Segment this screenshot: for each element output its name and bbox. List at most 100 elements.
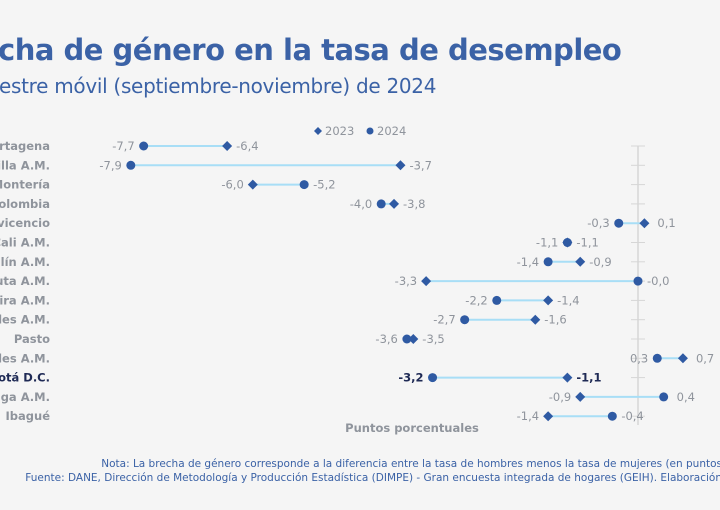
marker-2023 bbox=[575, 256, 586, 267]
marker-2023 bbox=[530, 314, 541, 325]
marker-2023 bbox=[247, 179, 258, 190]
legend-label-2023: 2023 bbox=[325, 124, 354, 138]
source-text: Fuente: DANE, Dirección de Metodología y… bbox=[25, 472, 720, 484]
value-label-2023: -1,1 bbox=[576, 371, 601, 385]
category-label: Ibagué bbox=[6, 409, 51, 423]
marker-2024 bbox=[659, 392, 669, 402]
category-label: des A.M. bbox=[0, 313, 50, 327]
chart-row: artagena -6,4 -7,7 bbox=[0, 139, 259, 153]
note-text: Nota: La brecha de género corresponde a … bbox=[101, 458, 720, 470]
legend-label-2024: 2024 bbox=[377, 124, 406, 138]
marker-2024 bbox=[299, 180, 309, 190]
value-label-2023: -6,0 bbox=[221, 178, 243, 192]
category-label: Colombia bbox=[0, 197, 50, 211]
marker-2024 bbox=[460, 315, 470, 325]
category-label: otá D.C. bbox=[0, 371, 50, 385]
category-label: artagena bbox=[0, 139, 50, 153]
value-label-2023: -3,3 bbox=[395, 274, 417, 288]
marker-2023 bbox=[543, 295, 554, 306]
marker-2024 bbox=[402, 334, 412, 344]
value-label-2023: -1,1 bbox=[536, 236, 558, 250]
marker-2024 bbox=[428, 373, 438, 383]
marker-2023 bbox=[639, 218, 650, 229]
marker-2023 bbox=[222, 141, 233, 151]
value-label-2024: -2,7 bbox=[433, 313, 455, 327]
chart-row: Colombia -3,8 -4,0 bbox=[0, 197, 425, 211]
value-label-2024: -7,7 bbox=[112, 139, 134, 153]
marker-2024 bbox=[633, 276, 643, 286]
chart-row: illa A.M. -3,7 -7,9 bbox=[0, 158, 432, 172]
chart-row: Cali A.M. -1,1 -1,1 bbox=[0, 236, 599, 250]
category-label: eira A.M. bbox=[0, 293, 50, 307]
chart-row: vicencio 0,1 -0,3 bbox=[0, 216, 676, 230]
chart-row: otá D.C. -1,1 -3,2 bbox=[0, 371, 602, 385]
value-label-2024: -3,2 bbox=[398, 371, 423, 385]
category-label: illa A.M. bbox=[0, 158, 50, 172]
value-label-2024: -0,0 bbox=[647, 274, 669, 288]
marker-2023 bbox=[395, 160, 406, 171]
value-label-2024: -7,9 bbox=[99, 158, 121, 172]
chart-rows: artagena -6,4 -7,7 illa A.M. -3,7 -7,9 Monterí… bbox=[0, 139, 714, 423]
value-label-2024: -4,0 bbox=[350, 197, 372, 211]
category-label: llín A.M. bbox=[0, 255, 50, 269]
marker-2023 bbox=[389, 198, 400, 209]
category-label: les A.M. bbox=[0, 351, 50, 365]
value-label-2023: -3,8 bbox=[403, 197, 425, 211]
value-label-2023: -3,5 bbox=[422, 332, 444, 346]
value-label-2024: -2,2 bbox=[465, 293, 487, 307]
category-label: nga A.M. bbox=[0, 390, 50, 404]
marker-2024 bbox=[492, 295, 502, 305]
chart-row: uta A.M. -3,3 -0,0 bbox=[0, 274, 669, 288]
value-label-2023: -1,6 bbox=[544, 313, 566, 327]
value-label-2023: 0,7 bbox=[696, 351, 714, 365]
marker-2023 bbox=[408, 334, 419, 344]
legend-circle-icon bbox=[366, 127, 374, 135]
chart-row: eira A.M. -1,4 -2,2 bbox=[0, 293, 580, 307]
value-label-2023: -1,4 bbox=[557, 293, 579, 307]
value-label-2023: -0,9 bbox=[589, 255, 611, 269]
value-label-2024: -3,6 bbox=[375, 332, 397, 346]
category-label: Montería bbox=[0, 178, 50, 192]
marker-2024 bbox=[614, 218, 624, 228]
marker-2024 bbox=[126, 160, 136, 170]
chart-row: Pasto -3,5 -3,6 bbox=[14, 332, 445, 346]
marker-2024 bbox=[376, 199, 386, 209]
marker-2024 bbox=[139, 141, 149, 151]
value-label-2024: 0,4 bbox=[677, 390, 695, 404]
value-label-2024: -1,4 bbox=[517, 255, 539, 269]
category-label: Cali A.M. bbox=[0, 236, 50, 250]
marker-2024 bbox=[652, 353, 662, 363]
value-label-2023: -0,9 bbox=[549, 390, 571, 404]
chart-row: des A.M. -1,6 -2,7 bbox=[0, 313, 567, 327]
category-label: uta A.M. bbox=[0, 274, 50, 288]
value-label-2023: 0,1 bbox=[657, 216, 675, 230]
value-label-2023: -6,4 bbox=[236, 139, 258, 153]
marker-2023 bbox=[677, 353, 688, 364]
marker-2023 bbox=[543, 411, 554, 422]
legend-diamond-icon bbox=[314, 127, 322, 135]
legend: 2023 2024 bbox=[314, 124, 406, 138]
chart-row: Montería -6,0 -5,2 bbox=[0, 178, 336, 192]
value-label-2024: -0,3 bbox=[587, 216, 609, 230]
value-label-2023: -3,7 bbox=[409, 158, 431, 172]
chart-title: cha de género en la tasa de desempleo bbox=[0, 33, 622, 67]
marker-2023 bbox=[421, 276, 432, 287]
chart-row: llín A.M. -0,9 -1,4 bbox=[0, 255, 612, 269]
category-label: Pasto bbox=[14, 332, 50, 346]
category-label: vicencio bbox=[0, 216, 50, 230]
chart-row: Ibagué -1,4 -0,4 bbox=[6, 409, 644, 423]
value-label-2024: -5,2 bbox=[313, 178, 335, 192]
marker-2023 bbox=[562, 372, 573, 383]
value-label-2024: -1,1 bbox=[576, 236, 598, 250]
chart-subtitle: estre móvil (septiembre-noviembre) de 20… bbox=[0, 74, 437, 98]
marker-2024 bbox=[607, 411, 617, 421]
marker-2024 bbox=[543, 257, 553, 267]
chart-row: nga A.M. -0,9 0,4 bbox=[0, 390, 695, 404]
chart-row: les A.M. 0,7 0,3 bbox=[0, 351, 714, 365]
marker-2023 bbox=[575, 391, 586, 402]
value-label-2024: -0,4 bbox=[621, 409, 643, 423]
value-label-2023: -1,4 bbox=[517, 409, 539, 423]
marker-2024 bbox=[562, 238, 572, 247]
value-label-2024: 0,3 bbox=[630, 351, 648, 365]
